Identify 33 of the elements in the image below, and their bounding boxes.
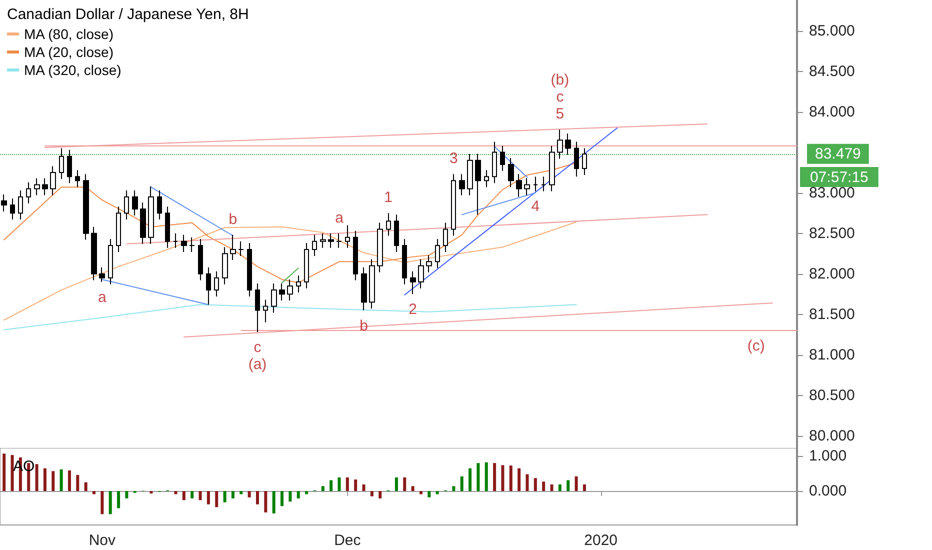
- y-tick-label: 83.000: [809, 184, 855, 202]
- x-tick-label: 2020: [584, 532, 618, 549]
- y-tick-label: 80.000: [809, 427, 855, 444]
- annotation: (c): [747, 338, 765, 355]
- chart-title: Canadian Dollar / Japanese Yen, 8H: [7, 6, 249, 23]
- y-tick-label: 0.000: [809, 482, 847, 500]
- legend-label: MA (80, close): [24, 26, 114, 42]
- annotation: b: [228, 210, 238, 228]
- y-tick-label: 85.000: [809, 22, 855, 40]
- annotation: 5: [556, 106, 564, 123]
- legend-label: MA (320, close): [24, 62, 122, 78]
- y-tick-label: 1.000: [809, 448, 847, 465]
- annotation: a: [335, 209, 344, 226]
- ref-line-label: 83.479: [815, 145, 861, 162]
- y-tick-label: 81.500: [809, 306, 855, 323]
- annotation: a: [98, 288, 108, 306]
- annotation: 3: [450, 150, 458, 168]
- legend-label: MA (20, close): [24, 44, 114, 60]
- x-tick-label: Dec: [334, 532, 362, 549]
- annotation: 4: [531, 198, 540, 216]
- y-tick-label: 84.000: [809, 103, 855, 120]
- annotation: 1: [384, 189, 392, 206]
- text: 07:57:15: [810, 169, 868, 186]
- annotation: c: [254, 339, 262, 356]
- y-tick-label: 80.500: [809, 386, 855, 404]
- y-tick-label: 81.000: [809, 346, 855, 364]
- y-tick-label: 82.500: [809, 224, 855, 242]
- x-tick-label: Nov: [88, 532, 116, 549]
- annotation: (b): [550, 72, 570, 89]
- y-tick-label: 82.000: [809, 265, 855, 282]
- annotation: c: [556, 88, 564, 106]
- annotation: (a): [248, 356, 267, 374]
- y-tick-label: 84.500: [809, 62, 855, 80]
